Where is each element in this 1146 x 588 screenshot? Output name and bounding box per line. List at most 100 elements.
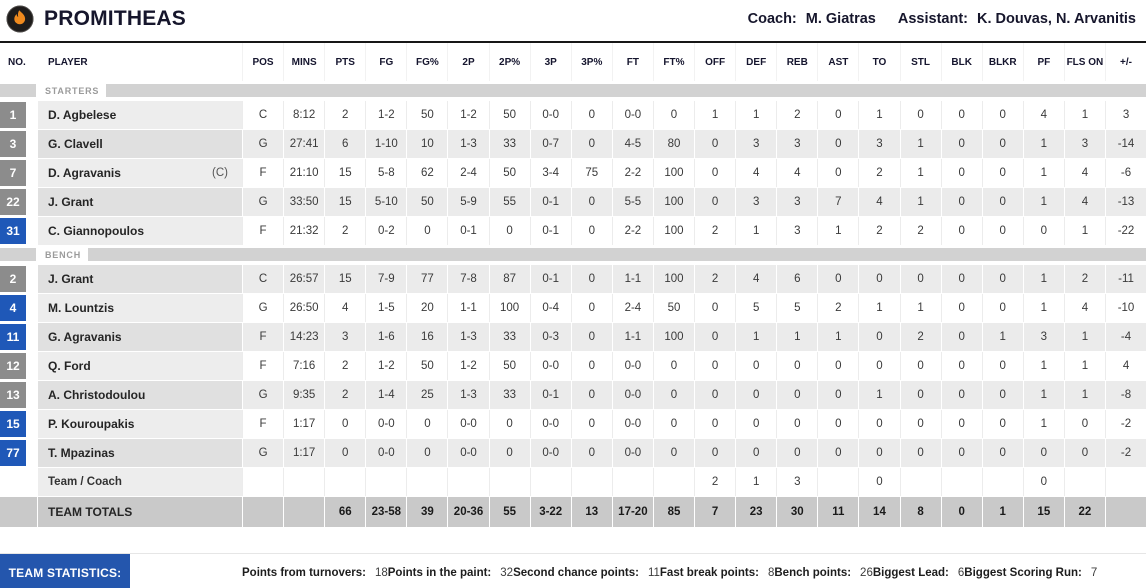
- footer-stat-label: Points in the paint:: [387, 566, 492, 579]
- totals-pts: 66: [324, 497, 366, 527]
- stat-cell-def: 0: [735, 410, 777, 438]
- stat-cell-blk: 0: [940, 101, 982, 129]
- stat-cell-ast: 2: [817, 294, 859, 322]
- stat-cell-fg: 1-10: [365, 130, 407, 158]
- stat-cell-pf: 4: [1022, 101, 1064, 129]
- stat-cell-ast: 1: [817, 323, 859, 351]
- player-position: G: [242, 130, 284, 158]
- stat-cell-to: 2: [858, 159, 900, 187]
- player-number-badge: 3: [0, 131, 26, 157]
- totals-2p-: 55: [488, 497, 530, 527]
- player-name: Q. Ford: [48, 359, 91, 373]
- stat-cell-pts: 15: [324, 265, 366, 293]
- footer-stat-value: 8: [767, 566, 775, 579]
- stat-cell-2p: 2-4: [447, 159, 489, 187]
- stat-cell-2p-: 100: [488, 294, 530, 322]
- stat-cell-ft: 1-1: [611, 323, 653, 351]
- player-name: P. Kouroupakis: [48, 417, 135, 431]
- player-position: C: [242, 101, 284, 129]
- stat-cell-stl: 1: [899, 294, 941, 322]
- team-statistics-button[interactable]: TEAM STATISTICS:: [0, 554, 130, 588]
- section-label: BENCH: [45, 249, 82, 260]
- footer-stat-label: Second chance points:: [513, 566, 639, 579]
- captain-marker: (C): [212, 167, 228, 179]
- player-name: A. Christodoulou: [48, 388, 146, 402]
- player-number-cell: 15: [0, 410, 38, 438]
- stat-cell-reb: 0: [776, 439, 818, 467]
- stat-cell-3p: 0-0: [529, 352, 571, 380]
- stat-cell-fls-on: 4: [1063, 188, 1105, 216]
- stat-cell-blk: 0: [940, 159, 982, 187]
- stat-cell-fg-: 25: [406, 381, 448, 409]
- stat-cell-fls-on: 4: [1063, 159, 1105, 187]
- stat-cell-to: 0: [858, 439, 900, 467]
- stat-cell-off: 0: [694, 159, 736, 187]
- stat-cell--: 4: [1104, 352, 1146, 380]
- footer-stat-label: Biggest Scoring Run:: [964, 566, 1082, 579]
- stat-cell-2p: 1-2: [447, 101, 489, 129]
- player-name-cell: J. Grant: [38, 265, 242, 293]
- player-position: G: [242, 188, 284, 216]
- stat-cell-stl: 0: [899, 439, 941, 467]
- stat-cell-fg: 7-9: [365, 265, 407, 293]
- team-totals-row: TEAM TOTALS 66 23-58 39 20-36 55 3-22 13 17-20 85…: [0, 497, 1146, 527]
- column-reb: REB: [776, 43, 817, 81]
- stat-cell-2p-: 50: [488, 101, 530, 129]
- stat-cell-fg: 1-6: [365, 323, 407, 351]
- stat-cell-off: 0: [694, 352, 736, 380]
- stat-cell-off: 2: [694, 468, 736, 496]
- player-number-cell: 4: [0, 294, 38, 322]
- column-ft-: FT%: [652, 43, 694, 81]
- player-name: G. Clavell: [48, 137, 103, 151]
- section-bar: BENCH: [0, 248, 1146, 261]
- team-logo-icon: [6, 5, 34, 33]
- stat-cell-blkr: 0: [981, 188, 1023, 216]
- table-row: 31 C. Giannopoulos F 21:32 2 0-2 0 0-1 0 0-1 0 2-2 1…: [0, 217, 1146, 245]
- stat-cell-fg: [365, 468, 407, 496]
- player-name-cell: M. Lountzis: [38, 294, 242, 322]
- stat-cell-def: 0: [735, 439, 777, 467]
- coach-label: Coach:: [747, 11, 797, 27]
- stat-cell-blk: 0: [940, 265, 982, 293]
- stat-cell-2p-: 50: [488, 352, 530, 380]
- totals-label-cell: TEAM TOTALS: [38, 497, 242, 527]
- totals-def: 23: [735, 497, 777, 527]
- totals-fg-: 39: [406, 497, 448, 527]
- stat-cell-blk: 0: [940, 294, 982, 322]
- stat-cell-ft: 0-0: [611, 439, 653, 467]
- stat-cell-blk: 0: [940, 352, 982, 380]
- stat-cell-3p: 0-0: [529, 101, 571, 129]
- stat-cell-ft-: [652, 468, 695, 496]
- stat-cell-def: 4: [735, 159, 777, 187]
- stat-cell-mins: 26:50: [283, 294, 325, 322]
- stat-cell-ft-: 100: [652, 159, 695, 187]
- stat-cell-2p: 1-3: [447, 323, 489, 351]
- player-number-cell: 77: [0, 439, 38, 467]
- stat-cell-ft-: 100: [652, 188, 695, 216]
- stat-cell-stl: 0: [899, 101, 941, 129]
- column-fg: FG: [365, 43, 406, 81]
- player-number-badge: 15: [0, 411, 26, 437]
- player-number-cell: 3: [0, 130, 38, 158]
- stat-cell-mins: 21:10: [283, 159, 325, 187]
- stat-cell-fls-on: 3: [1063, 130, 1105, 158]
- stat-cell-3p-: 0: [570, 410, 612, 438]
- player-name-cell: A. Christodoulou: [38, 381, 242, 409]
- totals--: [1104, 497, 1146, 527]
- stat-cell-pts: 2: [324, 217, 366, 245]
- player-position: F: [242, 217, 284, 245]
- stat-cell-pf: 1: [1022, 381, 1064, 409]
- stat-cell-off: 0: [694, 323, 736, 351]
- stat-cell-fg: 1-2: [365, 352, 407, 380]
- stat-cell-stl: 1: [899, 130, 941, 158]
- stat-cell-2p: 1-3: [447, 381, 489, 409]
- stat-cell-fls-on: 0: [1063, 410, 1105, 438]
- player-number-cell: 1: [0, 101, 38, 129]
- stat-cell-fg: 1-5: [365, 294, 407, 322]
- stat-cell-2p: 1-2: [447, 352, 489, 380]
- player-number-cell: 11: [0, 323, 38, 351]
- column-blk: BLK: [940, 43, 982, 81]
- stat-cell-to: 0: [858, 323, 900, 351]
- table-row: 22 J. Grant G 33:50 15 5-10 50 5-9 55 0-1 0 5-5 100 0…: [0, 188, 1146, 216]
- footer-stat-value: 6: [957, 566, 965, 579]
